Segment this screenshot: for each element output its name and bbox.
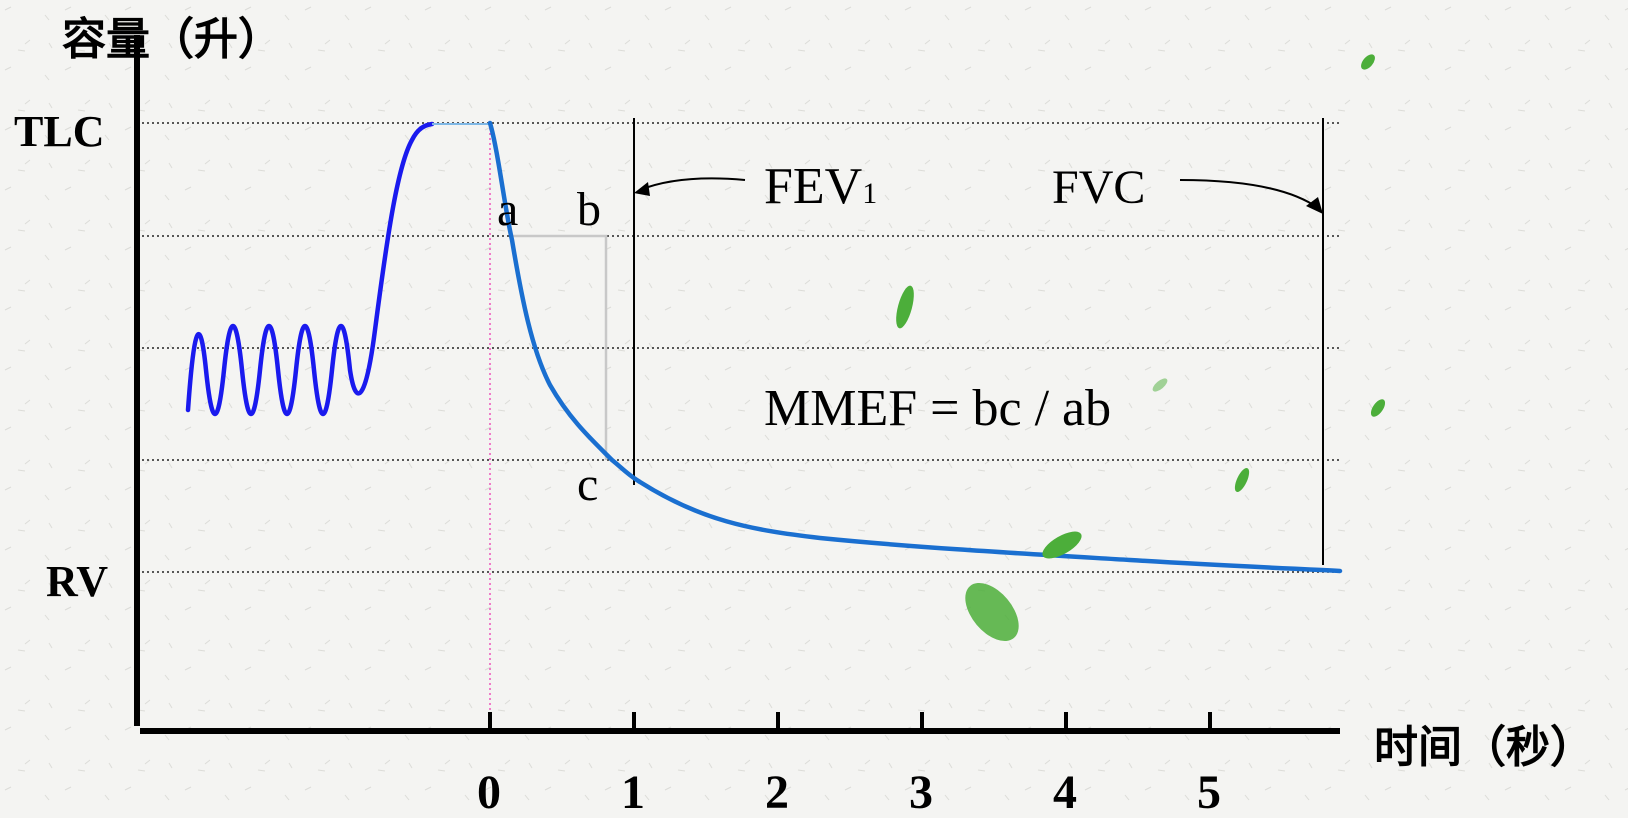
point-label-a: a: [497, 183, 518, 236]
leaf-icon: [1361, 54, 1375, 70]
x-tick-label: 1: [621, 766, 645, 818]
y-axis-title: 容量（升）: [62, 14, 282, 65]
abc-bracket: [510, 234, 608, 460]
x-tick-label: 0: [477, 766, 501, 818]
leaf-icon: [1152, 378, 1168, 392]
gridlines: [137, 122, 1340, 573]
leaf-icon: [1234, 468, 1250, 492]
tlc-label: TLC: [14, 107, 104, 156]
forced-expiration-curve: [487, 120, 1343, 574]
mmef-formula: MMEF = bc / ab: [764, 380, 1111, 437]
x-tick-label: 3: [909, 766, 933, 818]
rv-label: RV: [46, 557, 108, 606]
point-label-c: c: [577, 458, 598, 511]
fvc-arrowhead: [1306, 197, 1323, 214]
decorative-leaves: [896, 54, 1386, 642]
fev1-main: FEV: [764, 158, 862, 215]
tidal-breathing-curve: [185, 121, 435, 417]
x-ticks: [488, 712, 1212, 730]
leaf-icon: [1042, 531, 1082, 559]
leaf-icon: [1370, 399, 1386, 417]
fev1-arrowhead: [634, 182, 650, 196]
fvc-label: FVC: [1052, 161, 1145, 214]
point-label-b: b: [577, 183, 601, 236]
x-tick-label: 5: [1197, 766, 1221, 818]
leaf-icon: [896, 285, 914, 329]
x-axis-title: 时间（秒）: [1374, 722, 1594, 773]
fev1-label: FEV1: [764, 158, 877, 215]
leaf-icon: [965, 582, 1019, 642]
x-tick-label: 4: [1053, 766, 1077, 818]
x-tick-label: 2: [765, 766, 789, 818]
fvc-arrow: [1179, 179, 1319, 209]
fev1-subscript: 1: [862, 177, 877, 210]
